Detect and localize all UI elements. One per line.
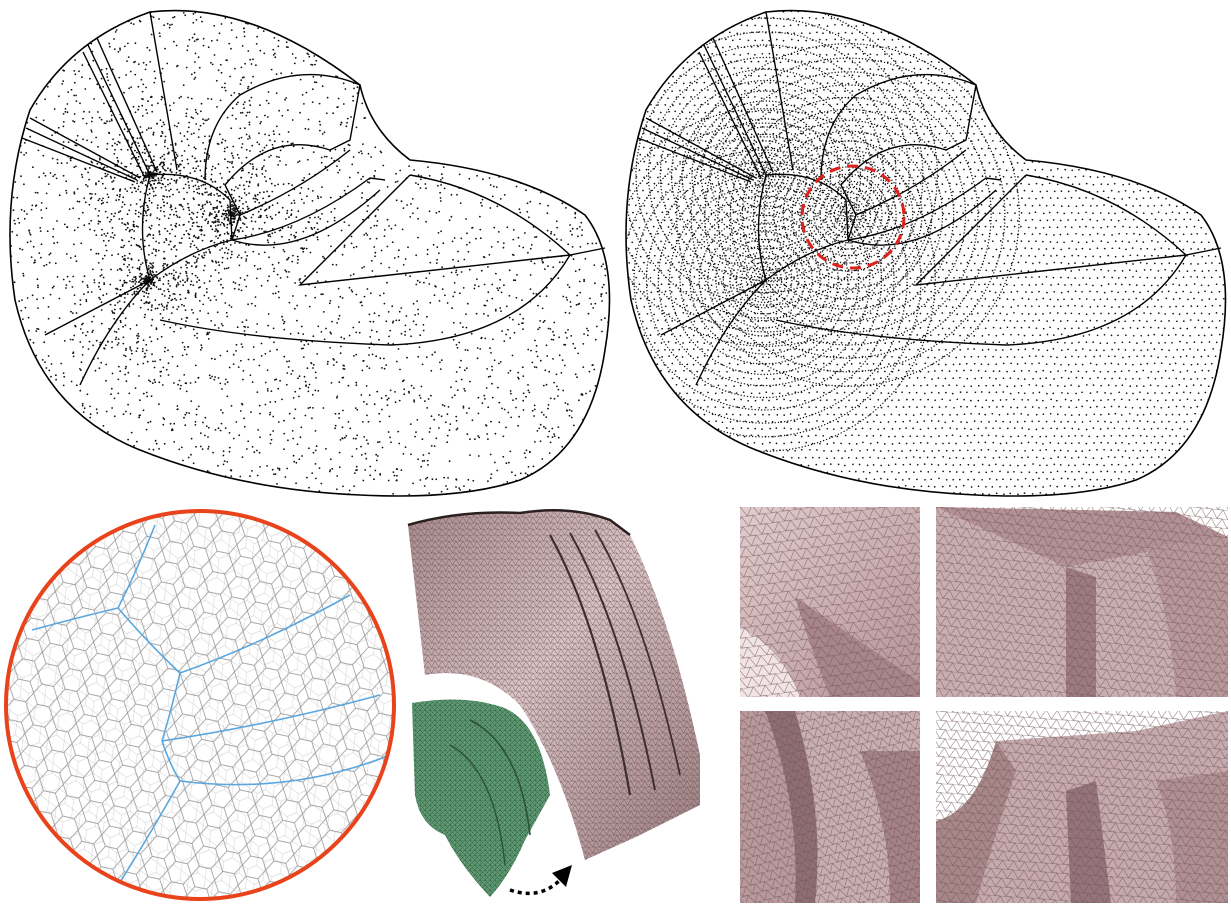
highlight-circle (800, 164, 906, 270)
mesh-detail-views (730, 505, 1231, 905)
optimized-points-panel (616, 0, 1231, 505)
point-samples-diagram (9, 9, 611, 497)
detail-view-top-right (936, 507, 1228, 697)
feature-edges (31, 524, 391, 891)
detail-view-bottom-left (740, 711, 920, 903)
domain-outline (625, 9, 1227, 497)
voronoi-cells-secondary (6, 511, 394, 899)
point-samples-panel (0, 0, 615, 505)
feature-curves (637, 11, 1222, 386)
voronoi-closeup-diagram (4, 509, 396, 901)
feature-curves (21, 11, 606, 386)
domain-outline (9, 9, 611, 497)
detail-view-bottom-right (936, 711, 1228, 903)
volume-mesh-panel (400, 505, 720, 905)
optimized-points-diagram (625, 9, 1227, 497)
detail-view-top-left (740, 507, 920, 697)
volume-mesh-diagram (407, 509, 700, 897)
scattered-points (10, 10, 610, 496)
regular-points (626, 10, 1226, 496)
closeup-border (4, 509, 396, 901)
transfer-arrow (509, 865, 572, 896)
cutout-mesh (412, 699, 550, 897)
solid-mesh (407, 509, 700, 860)
voronoi-closeup-panel (0, 505, 400, 905)
